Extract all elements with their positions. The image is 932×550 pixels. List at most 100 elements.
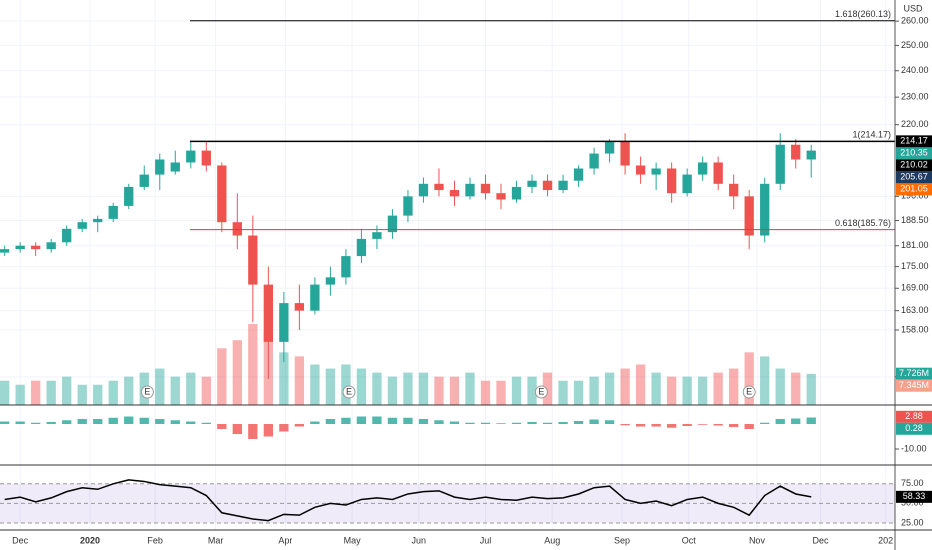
- y-tick-label: 240.00: [901, 65, 929, 75]
- macd-histogram-bar: [744, 424, 754, 429]
- macd-histogram-bar: [155, 419, 165, 424]
- candle-body: [589, 153, 599, 169]
- y-tick-label: 158.00: [901, 324, 929, 334]
- macd-histogram-bar: [15, 421, 25, 424]
- fib-label: 1.618(260.13): [835, 9, 891, 19]
- macd-histogram-bar: [713, 424, 723, 426]
- volume-bar: [573, 380, 584, 405]
- macd-histogram-bar: [93, 419, 103, 424]
- x-tick-label: Aug: [544, 535, 560, 545]
- candle-body: [77, 222, 87, 229]
- candle-body: [232, 222, 242, 236]
- candle-body: [15, 245, 25, 250]
- macd-histogram-bar: [698, 424, 708, 425]
- volume-bar: [604, 372, 615, 405]
- macd-histogram-bar: [496, 423, 506, 424]
- volume-bar: [201, 376, 211, 405]
- candle-body: [217, 165, 227, 223]
- macd-histogram-bar: [527, 422, 537, 424]
- earnings-label: E: [346, 386, 352, 396]
- candle-body: [356, 238, 367, 257]
- fib-label: 1(214.17): [852, 130, 891, 140]
- macd-histogram-bar: [620, 424, 630, 426]
- macd-histogram-bar: [403, 417, 413, 424]
- volume-bar: [170, 376, 180, 405]
- volume-bar: [31, 380, 41, 405]
- candle-body: [635, 165, 646, 175]
- candle-body: [62, 228, 72, 243]
- macd-histogram-bar: [201, 422, 211, 424]
- price-badge-label: 7.345M: [899, 380, 929, 390]
- currency-label: USD: [903, 3, 923, 13]
- macd-histogram-bar: [325, 419, 336, 424]
- macd-histogram-bar: [108, 417, 118, 424]
- macd-histogram-bar: [217, 424, 227, 429]
- candle-body: [403, 196, 413, 216]
- volume-bar: [387, 376, 398, 405]
- candle-body: [263, 284, 273, 342]
- candle-body: [449, 190, 460, 197]
- macd-histogram-bar: [232, 424, 242, 434]
- macd-histogram-bar: [139, 417, 149, 424]
- volume-bar: [682, 376, 692, 405]
- y-tick-label: 75.00: [901, 478, 924, 488]
- candle-body: [31, 245, 41, 250]
- macd-histogram-bar: [651, 424, 661, 427]
- volume-bar: [418, 372, 429, 405]
- candle-body: [418, 183, 429, 197]
- volume-bar: [713, 372, 723, 405]
- y-tick-label: 220.00: [901, 119, 929, 129]
- volume-bar: [465, 372, 475, 405]
- volume-bar: [108, 380, 118, 405]
- y-tick-label: 188.50: [901, 215, 929, 225]
- volume-bar: [325, 368, 336, 405]
- macd-histogram-bar: [62, 420, 72, 424]
- macd-histogram-bar: [682, 424, 692, 426]
- macd-histogram-bar: [806, 417, 816, 424]
- earnings-marker: [534, 385, 548, 399]
- macd-histogram-bar: [341, 417, 351, 424]
- candle-body: [294, 303, 305, 311]
- grid: [0, 0, 895, 530]
- macd-histogram-bar: [372, 416, 382, 424]
- y-tick-label: 169.00: [901, 283, 929, 293]
- macd-histogram-bar: [0, 421, 10, 424]
- volume-bar: [310, 364, 320, 405]
- volume-bar: [589, 376, 599, 405]
- price-badge: [896, 410, 932, 423]
- rsi-badge: [896, 490, 932, 503]
- volume-bar: [496, 380, 506, 405]
- x-tick-label: Dec: [12, 535, 29, 545]
- volume-bar: [372, 372, 382, 405]
- candle-body: [775, 144, 785, 184]
- candle-body: [620, 141, 630, 166]
- price-badge: [896, 183, 932, 196]
- volume-bar: [775, 368, 785, 405]
- volume-bar: [62, 376, 72, 405]
- volume-bar: [806, 373, 816, 405]
- macd-histogram-bar: [465, 422, 475, 424]
- candle-body: [139, 174, 149, 187]
- macd-histogram-bar: [791, 418, 801, 424]
- volume-bar: [403, 372, 413, 405]
- volume-bar: [93, 384, 103, 405]
- x-tick-label: Dec: [813, 535, 830, 545]
- x-tick-label: 202: [878, 535, 893, 545]
- earnings-marker: [742, 385, 756, 399]
- volume-bar: [232, 340, 242, 405]
- macd-histogram-bar: [46, 422, 56, 424]
- volume-bar: [155, 368, 165, 405]
- macd-histogram-bar: [279, 424, 289, 432]
- y-tick-label: 196.00: [901, 191, 929, 201]
- x-tick-label: Nov: [749, 535, 766, 545]
- candle-body: [604, 141, 615, 154]
- volume-bar: [186, 372, 196, 405]
- candle-body: [124, 186, 134, 206]
- x-tick-label: Mar: [208, 535, 224, 545]
- macd-histogram-bar: [124, 416, 134, 424]
- x-tick-label: May: [344, 535, 362, 545]
- earnings-label: E: [144, 386, 150, 396]
- macd-histogram-bar: [666, 424, 677, 428]
- candle-body: [682, 174, 692, 194]
- y-tick-label: 175.00: [901, 261, 929, 271]
